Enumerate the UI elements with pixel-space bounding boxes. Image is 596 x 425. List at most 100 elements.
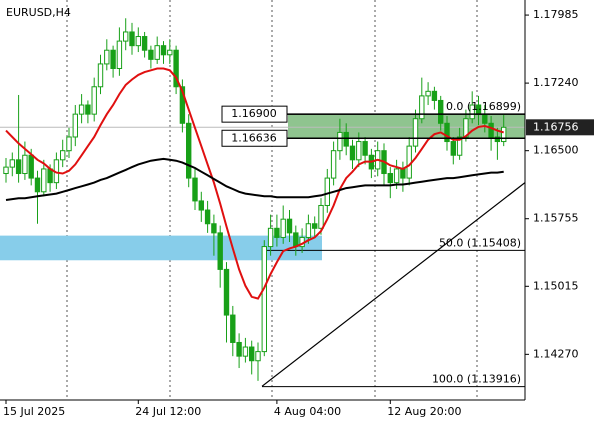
candle-body [249,346,255,362]
candle-body [387,173,394,184]
candle-body [236,341,242,357]
candle-body [482,113,488,124]
y-tick-label: 1.17985 [533,8,579,21]
candle-body [494,136,501,143]
candle-body [280,218,286,238]
candle-body [15,159,22,175]
candle-body [337,131,343,152]
candle-body [141,36,148,51]
candle-body [186,122,192,179]
fib-label: 50.0 (1.15408) [439,236,521,249]
candle-body [211,223,217,234]
candle-body [104,49,110,65]
y-tick-label: 1.17240 [533,76,579,89]
candle-body [261,246,268,353]
candle-body [274,227,280,238]
candle-body [135,36,142,47]
candle-body [412,118,419,147]
candle-body [255,351,261,362]
candle-body [444,122,450,143]
candle-body [242,346,249,357]
zone [0,235,322,261]
price-label: 1.16756 [533,120,579,133]
candle-body [28,154,34,179]
x-tick-label: 24 Jul 12:00 [135,405,201,418]
candle-body [217,232,223,270]
x-tick-label: 15 Jul 2025 [3,405,65,418]
v-grid [66,0,478,400]
candle-body [179,86,186,124]
level-label-box [221,129,288,147]
candle-body [349,145,356,161]
candle-body [110,49,116,69]
candle-body [431,90,438,101]
candle-body [173,49,179,88]
candle-body [85,104,91,115]
candle-body [154,45,160,60]
candle-body [78,104,85,115]
candle-body [91,86,97,115]
candle-body [66,136,72,152]
candle-body [450,141,457,156]
candle-body [330,150,337,179]
candle-body [129,31,135,47]
candle-body [393,168,400,184]
candle-body [22,154,28,175]
candle-body [123,31,129,42]
price-box [526,119,594,136]
x-tick-label: 12 Aug 20:00 [387,405,461,418]
candle-body [167,49,173,56]
candle-body [223,268,230,316]
candle-body [60,150,66,161]
candle-body [192,177,198,202]
candle-body [356,141,362,161]
plot-area [0,18,525,388]
candle-body [488,122,494,138]
moving-average [5,157,504,201]
candle-body [362,141,368,156]
moving-average [5,67,504,300]
candle-body [3,166,9,175]
candle-body [293,232,299,248]
candle-body [438,99,444,124]
candle-body [324,177,331,206]
candle-body [469,104,475,120]
level-label-box [221,105,288,123]
candle-body [305,223,312,238]
candle-body [34,177,41,193]
candle-body [501,126,507,143]
candle-body [456,136,463,156]
chart-title: EURUSD,H4 [6,6,71,19]
candle-body [343,131,349,147]
y-tick-label: 1.15755 [533,212,579,225]
candle-body [9,159,16,168]
candle-body [116,40,123,69]
candle-body [425,90,431,97]
candle-body [286,218,293,234]
candle-body [419,95,425,120]
candle-body [230,314,236,343]
y-tick-label: 1.14270 [533,347,579,360]
candle-body [318,204,324,229]
candle-body [97,63,104,88]
trendline [261,182,525,387]
y-tick-label: 1.15015 [533,279,579,292]
candle-body [198,200,205,211]
fib-label: 0.0 (1.16899) [446,100,521,113]
candle-body [267,227,274,248]
candle-body [148,49,154,60]
candle-body [47,168,53,184]
candle-body [41,168,47,193]
y-tick-label: 1.16500 [533,144,579,157]
candle-body [312,223,318,229]
level-label: 1.16636 [231,131,277,144]
x-tick-label: 4 Aug 04:00 [274,405,341,418]
level-label: 1.16900 [231,107,277,120]
candle-body [400,168,406,179]
candle-body [204,209,211,225]
candle-body [160,45,167,56]
fib-label: 100.0 (1.13916) [432,373,521,386]
candle-body [72,113,78,138]
